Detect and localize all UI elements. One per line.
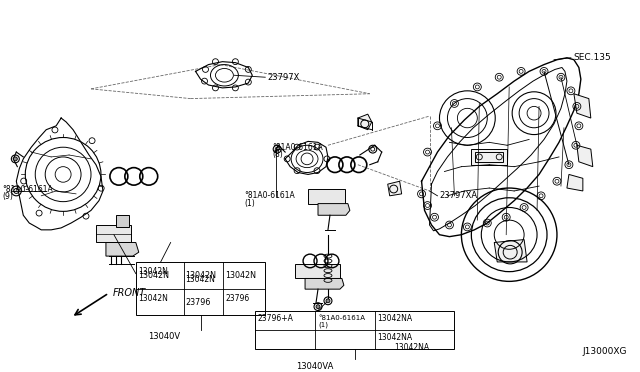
Text: (1): (1) <box>318 322 328 328</box>
Text: FRONT: FRONT <box>113 288 146 298</box>
Text: °81A0-6161A: °81A0-6161A <box>272 143 323 152</box>
Text: 23797XA: 23797XA <box>440 191 477 200</box>
Text: °81A0-6161A: °81A0-6161A <box>3 185 53 193</box>
Circle shape <box>13 157 17 161</box>
Text: SEC.135: SEC.135 <box>573 53 611 62</box>
Circle shape <box>326 299 330 303</box>
Text: 13040V: 13040V <box>148 332 180 341</box>
Text: (1): (1) <box>244 199 255 208</box>
Polygon shape <box>574 94 591 118</box>
Bar <box>136 262 265 315</box>
Polygon shape <box>318 203 350 215</box>
Polygon shape <box>116 215 129 227</box>
Polygon shape <box>388 181 402 196</box>
Polygon shape <box>567 174 583 191</box>
Text: 23797X: 23797X <box>268 73 300 82</box>
Text: 13042N: 13042N <box>138 271 169 280</box>
Text: (8): (8) <box>272 151 283 160</box>
Polygon shape <box>96 225 131 243</box>
Text: 23796: 23796 <box>186 298 211 307</box>
Text: 13042N: 13042N <box>186 275 216 284</box>
Polygon shape <box>471 149 507 165</box>
Polygon shape <box>494 240 527 262</box>
Polygon shape <box>308 189 345 203</box>
Circle shape <box>316 305 320 309</box>
Text: J13000XG: J13000XG <box>582 347 627 356</box>
Text: °81A0-6161A: °81A0-6161A <box>244 191 295 200</box>
Text: 13042NA: 13042NA <box>395 343 430 352</box>
Text: 13042N: 13042N <box>225 271 257 280</box>
Text: 13042N: 13042N <box>138 294 168 304</box>
Text: 13042N: 13042N <box>186 271 216 280</box>
Text: °81A0-6161A: °81A0-6161A <box>318 315 365 321</box>
Text: 23796+A: 23796+A <box>257 314 293 323</box>
Polygon shape <box>577 145 593 167</box>
Text: 13042N: 13042N <box>138 267 168 276</box>
Text: 13042NA: 13042NA <box>377 333 412 342</box>
Text: 13040VA: 13040VA <box>296 362 333 371</box>
Polygon shape <box>358 114 372 130</box>
Text: 23796: 23796 <box>225 294 250 304</box>
Text: (9): (9) <box>3 192 13 201</box>
Polygon shape <box>305 279 344 289</box>
Text: 13042NA: 13042NA <box>377 314 412 323</box>
Polygon shape <box>295 264 340 279</box>
Bar <box>255 311 454 349</box>
Polygon shape <box>106 243 139 256</box>
